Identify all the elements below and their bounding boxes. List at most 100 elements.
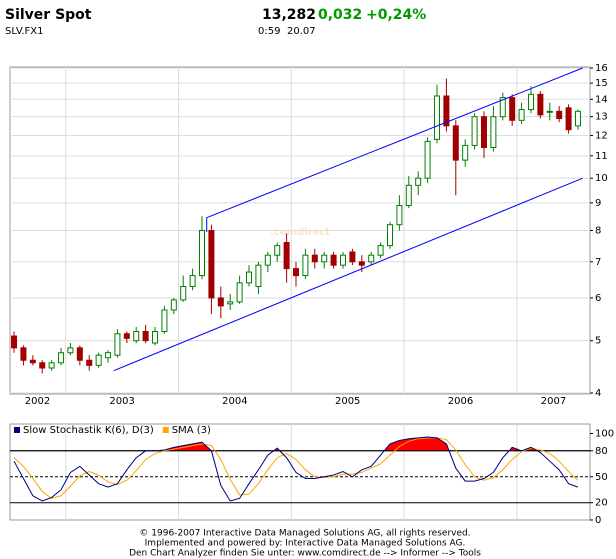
footer-line: Implemented and powered by: Interactive … [145,539,466,549]
candle-body [509,97,516,121]
y-tick-label: 9 [595,198,601,209]
y-tick-label: 14 [595,94,608,105]
candle-body [396,205,403,226]
overbought-area [155,436,538,451]
candle-body [246,271,253,284]
change: 0,032 [318,7,362,23]
x-tick-label: 2007 [541,396,566,407]
legend-label: SMA (3) [172,425,211,436]
candle-body [499,97,506,118]
y-tick-label: 11 [595,151,608,162]
candle-body [86,359,93,366]
footer-line: Den Chart Analyzer finden Sie unter: www… [129,549,481,559]
candle-body [11,335,18,349]
candle-body [189,275,196,288]
candle-body [293,268,300,277]
y-tick-label: 20 [595,498,608,509]
candle-body [20,347,27,361]
y-tick-label: 10 [595,173,608,184]
candle-body [302,254,309,277]
candle-body [142,330,149,342]
plot-frame [9,423,591,521]
candle-body [490,116,497,148]
candle-body [105,352,112,359]
candle-body [424,140,431,179]
candle-body [386,224,393,247]
candle-body [518,109,525,121]
y-tick-label: 5 [595,336,601,347]
x-tick-label: 2004 [222,396,247,407]
footer-line: © 1996-2007 Interactive Data Managed Sol… [139,529,470,539]
candle-body [471,116,478,146]
legend-label: Slow Stochastik K(6), D(3) [23,425,154,436]
candle-body [462,144,469,161]
candle-body [565,107,572,131]
x-tick-label: 2003 [109,396,134,407]
candle-body [95,354,102,366]
y-tick-label: 8 [595,226,601,237]
candle-body [321,254,328,263]
x-tick-label: 2006 [448,396,473,407]
watermark: .comdirect [270,227,330,238]
candle-body [433,95,440,140]
candle-body [227,301,234,305]
candle-body [443,95,450,127]
symbol: SLV.FX1 [5,26,44,37]
y-tick-label: 12 [595,130,608,141]
candle-body [161,309,168,332]
trend-line [206,67,583,232]
candle-body [217,297,224,307]
candle-body [311,254,318,263]
candle-body [180,286,187,301]
last-price: 13,282 [262,7,316,23]
legend-swatch [14,427,20,433]
series-line [13,437,579,499]
title: Silver Spot [5,7,92,23]
series-line [13,436,579,502]
candle-body [546,110,553,113]
candle-body [39,362,46,369]
candle-body [199,230,206,277]
candle-body [67,347,74,354]
y-tick-label: 15 [595,78,608,89]
candle-body [58,352,65,364]
candle-body [556,110,563,119]
candle-body [133,330,140,342]
candle-body [574,110,581,127]
candle-body [527,93,534,111]
y-tick-label: 6 [595,293,601,304]
candle-body [405,184,412,207]
legend-swatch [162,427,169,433]
candle-body [114,333,121,356]
y-tick-label: 16 [595,63,608,74]
candle-body [283,242,290,270]
y-tick-label: 7 [595,257,601,268]
candle-body [152,330,159,344]
candle-body [123,333,130,339]
candle-body [170,299,177,311]
candle-body [537,93,544,116]
time: 0:59 [258,26,280,37]
y-tick-label: 50 [595,472,608,483]
candle-body [76,347,83,361]
trend-line [113,177,583,372]
candle-body [358,261,365,266]
candle-body [415,177,422,186]
candle-body [377,245,384,256]
candle-body [330,254,337,266]
candle-body [368,254,375,263]
candle-body [48,362,55,369]
candle-body [274,245,281,256]
candle-body [255,264,262,288]
candle-body [236,282,243,303]
candle-body [452,125,459,161]
candle-body [480,116,487,148]
change-pct: +0,24% [366,7,426,23]
y-tick-label: 0 [595,515,601,526]
x-tick-label: 2002 [25,396,50,407]
candle-body [264,254,271,266]
candle-body [339,254,346,266]
y-tick-label: 13 [595,112,608,123]
